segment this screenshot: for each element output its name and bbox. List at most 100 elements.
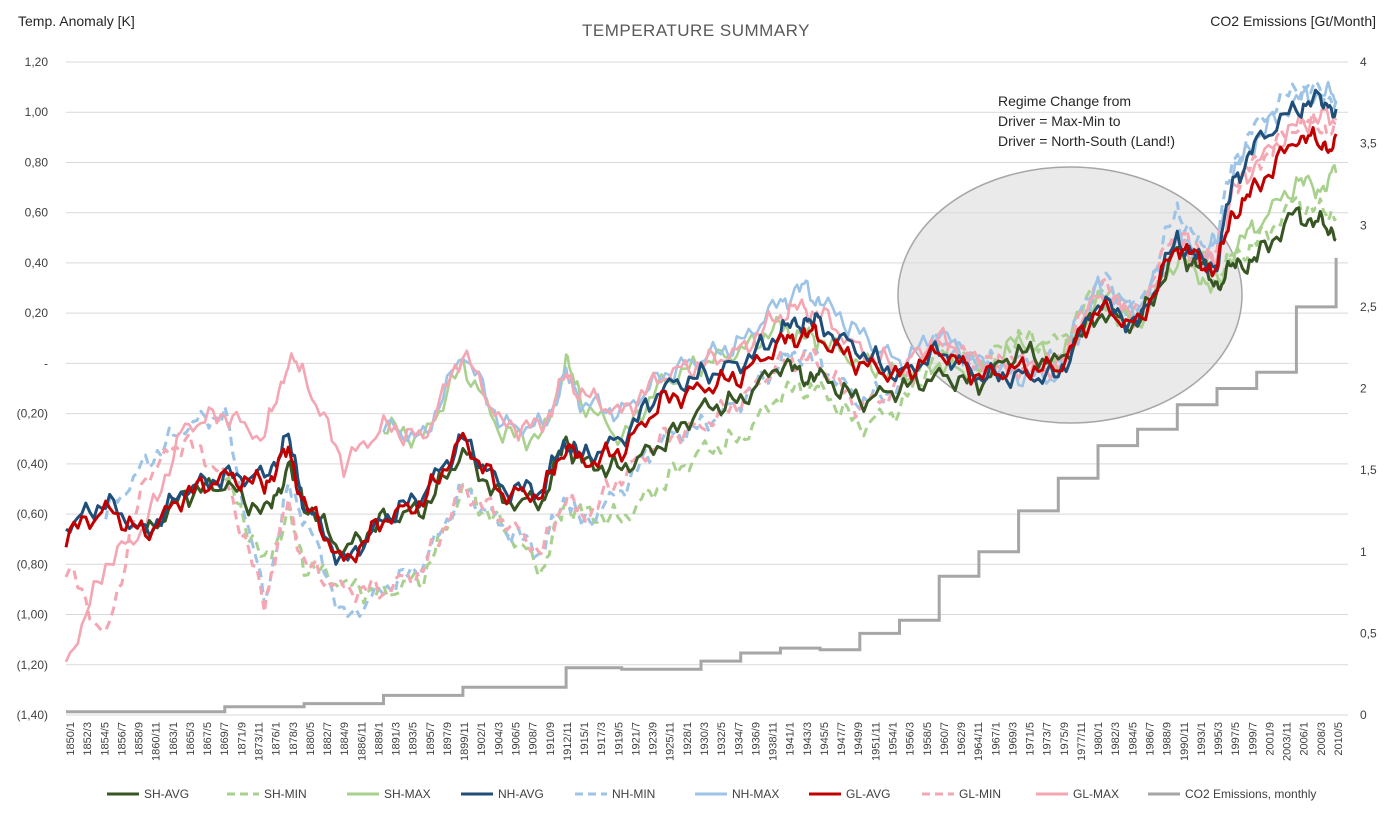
x-tick-label: 1960/7 [939, 722, 951, 756]
x-tick-label: 1917/3 [596, 722, 608, 756]
series-line-gl-avg [64, 126, 1338, 564]
x-tick-label: 1915/1 [579, 722, 591, 756]
y-left-tick-label: 0,20 [25, 306, 49, 320]
x-tick-label: 1928/1 [682, 722, 694, 756]
x-tick-label: 1895/7 [425, 722, 437, 756]
x-tick-label: 1954/1 [887, 722, 899, 756]
y-right-tick-label: 3,5 [1360, 137, 1377, 151]
x-tick-label: 2003/11 [1282, 722, 1294, 761]
x-tick-label: 1908/7 [528, 722, 540, 756]
x-tick-label: 1858/9 [134, 722, 146, 756]
x-tick-label: 1967/1 [990, 722, 1002, 756]
gridlines [66, 61, 1348, 716]
x-tick-label: 1873/11 [253, 722, 265, 761]
annotation-line-1: Regime Change from [998, 93, 1131, 109]
legend: SH-AVG SH-MIN SH-MAX NH-AVG NH-MIN NH-MAX GL-A… [107, 787, 1316, 801]
x-tick-label: 1876/1 [271, 722, 283, 756]
x-tick-label: 1919/5 [613, 722, 625, 756]
x-tick-label: 1854/5 [99, 722, 111, 756]
annotation-line-2: Driver = Max-Min to [998, 113, 1121, 129]
x-tick-label: 1886/11 [356, 722, 368, 761]
x-tick-label: 1889/1 [373, 722, 385, 756]
x-tick-label: 1878/3 [288, 722, 300, 756]
chart-title: TEMPERATURE SUMMARY [582, 21, 810, 40]
right-axis-title: CO2 Emissions [Gt/Month] [1210, 13, 1376, 29]
y-left-tick-label: (1,20) [17, 658, 48, 672]
x-tick-label: 1973/7 [1042, 722, 1054, 756]
x-tick-label: 1980/1 [1093, 722, 1105, 756]
series-line-co2 [66, 257, 1338, 714]
y-left-tick-label: (0,80) [17, 557, 48, 571]
legend-label: NH-MAX [732, 787, 779, 801]
x-tick-label: 1860/11 [151, 722, 163, 761]
legend-label: GL-AVG [846, 787, 890, 801]
y-left-tick-label: 1,20 [25, 55, 49, 69]
left-axis-ticks: 1,20 1,00 0,80 0,60 0,40 0,20 - (0,20) (0,40) (0,… [17, 55, 49, 722]
legend-label: GL-MAX [1073, 787, 1119, 801]
x-tick-label: 1871/9 [236, 722, 248, 756]
x-tick-label: 1880/5 [305, 722, 317, 756]
x-tick-label: 1932/5 [716, 722, 728, 756]
x-tick-label: 1930/3 [699, 722, 711, 756]
x-axis-ticks: 1850/1 1852/3 1854/5 1856/7 1858/9 1860/11 186… [65, 722, 1345, 761]
x-tick-label: 1904/3 [493, 722, 505, 756]
y-right-tick-label: 2 [1360, 382, 1367, 396]
x-tick-label: 1884/9 [339, 722, 351, 756]
x-tick-label: 1956/3 [905, 722, 917, 756]
legend-label: SH-AVG [144, 787, 189, 801]
data-series [64, 79, 1338, 714]
series-line-gl-min [64, 110, 1338, 633]
x-tick-label: 1934/7 [733, 722, 745, 756]
x-tick-label: 1936/9 [750, 722, 762, 756]
x-tick-label: 1977/11 [1076, 722, 1088, 761]
y-left-tick-label: (0,40) [17, 457, 48, 471]
y-left-tick-label: 0,60 [25, 206, 49, 220]
x-tick-label: 1986/7 [1145, 722, 1157, 756]
x-tick-label: 1850/1 [65, 722, 77, 756]
y-right-tick-label: 0 [1360, 708, 1367, 722]
x-tick-label: 1999/7 [1247, 722, 1259, 756]
x-tick-label: 1912/11 [562, 722, 574, 761]
x-tick-label: 1902/1 [476, 722, 488, 756]
legend-label: CO2 Emissions, monthly [1185, 787, 1316, 801]
y-left-tick-label: 0,40 [25, 256, 49, 270]
y-right-tick-label: 3 [1360, 218, 1367, 232]
x-tick-label: 1982/3 [1110, 722, 1122, 756]
x-tick-label: 1910/9 [545, 722, 557, 756]
legend-label: GL-MIN [959, 787, 1001, 801]
x-tick-label: 1923/9 [648, 722, 660, 756]
y-left-tick-label: 1,00 [25, 105, 49, 119]
x-tick-label: 1882/7 [322, 722, 334, 756]
x-tick-label: 2010/5 [1333, 722, 1345, 756]
y-right-tick-label: 0,5 [1360, 626, 1377, 640]
left-axis-title: Temp. Anomaly [K] [18, 13, 135, 29]
x-tick-label: 1897/9 [442, 722, 454, 756]
y-left-tick-label: (0,20) [17, 407, 48, 421]
x-tick-label: 1941/1 [785, 722, 797, 756]
x-tick-label: 2001/9 [1264, 722, 1276, 756]
x-tick-label: 1975/9 [1059, 722, 1071, 756]
x-tick-label: 1962/9 [956, 722, 968, 756]
x-tick-label: 1964/11 [973, 722, 985, 761]
x-tick-label: 1865/3 [185, 722, 197, 756]
x-tick-label: 1949/9 [853, 722, 865, 756]
y-right-tick-label: 1 [1360, 545, 1367, 559]
y-left-tick-label: (1,40) [17, 708, 48, 722]
x-tick-label: 2006/1 [1299, 722, 1311, 756]
y-right-tick-label: 4 [1360, 55, 1367, 69]
regime-change-ellipse [897, 166, 1243, 424]
x-tick-label: 1893/5 [408, 722, 420, 756]
annotation-line-3: Driver = North-South (Land!) [998, 133, 1175, 149]
legend-label: SH-MAX [384, 787, 431, 801]
x-tick-label: 1906/5 [511, 722, 523, 756]
y-left-tick-label: 0,80 [25, 155, 49, 169]
legend-label: NH-AVG [498, 787, 544, 801]
x-tick-label: 2008/3 [1316, 722, 1328, 756]
x-tick-label: 1925/11 [665, 722, 677, 761]
x-tick-label: 1852/3 [82, 722, 94, 756]
x-tick-label: 1990/11 [1179, 722, 1191, 761]
x-tick-label: 1995/3 [1213, 722, 1225, 756]
x-tick-label: 1899/11 [459, 722, 471, 761]
x-tick-label: 1938/11 [768, 722, 780, 761]
